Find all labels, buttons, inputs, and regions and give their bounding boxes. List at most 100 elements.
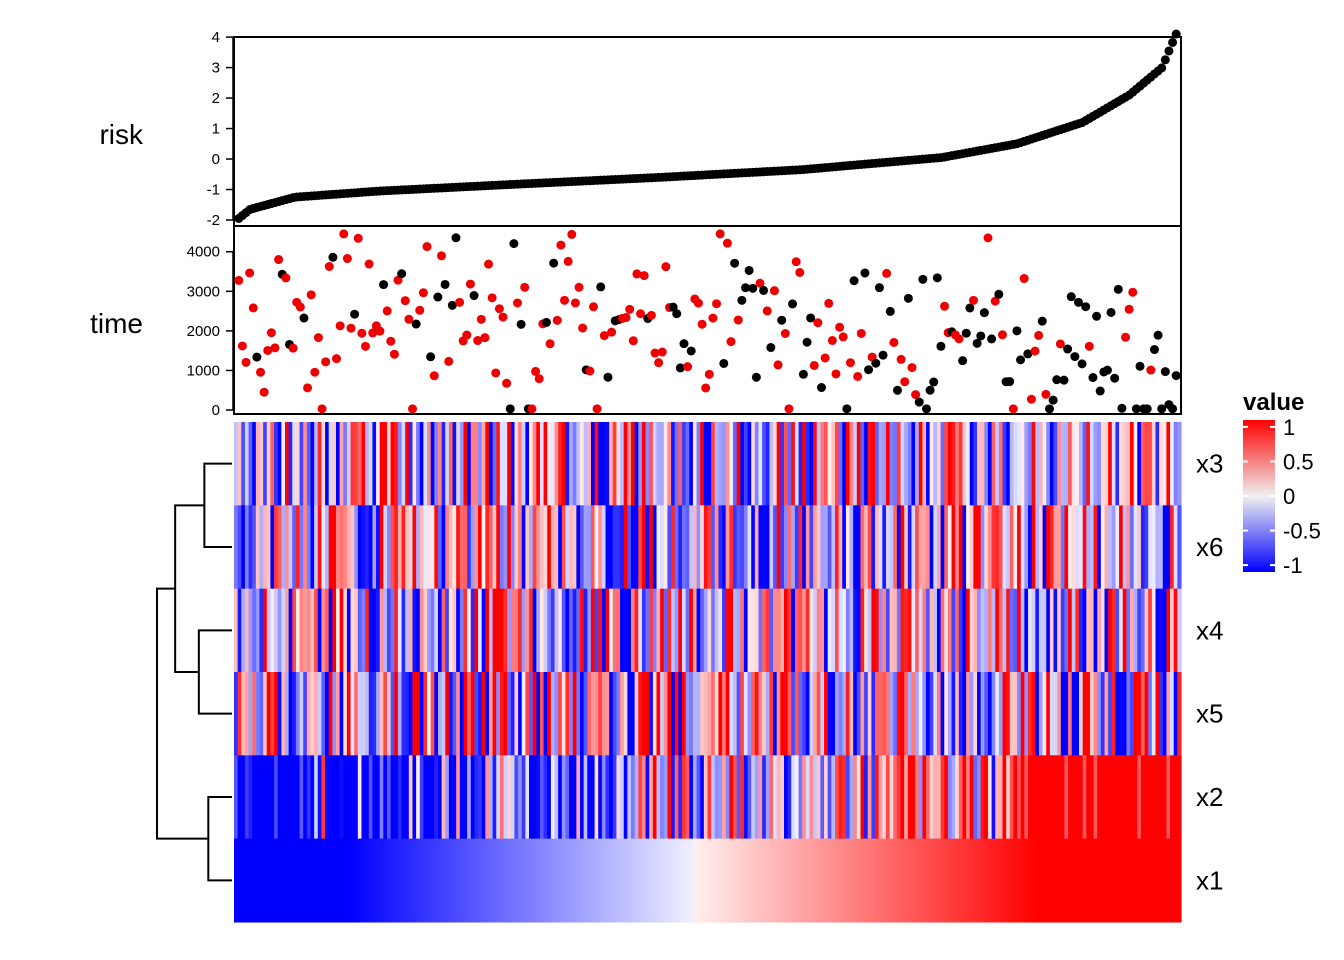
heatmap-cell: [1028, 588, 1033, 673]
heatmap-cell: [827, 755, 832, 840]
heatmap-cell: [379, 505, 384, 590]
heatmap-cell: [543, 755, 548, 840]
heatmap-cell: [682, 588, 687, 673]
heatmap-cell: [627, 672, 632, 756]
time-point-censored: [1092, 311, 1102, 321]
heatmap-cell: [1024, 588, 1029, 673]
time-point-event: [306, 290, 316, 300]
heatmap-cell: [991, 672, 996, 756]
heatmap-cell: [940, 755, 945, 840]
heatmap-cell: [346, 422, 352, 506]
heatmap-cell: [303, 588, 308, 673]
heatmap-cell: [656, 588, 661, 673]
heatmap-cell: [616, 755, 621, 840]
heatmap-cell: [674, 838, 679, 923]
time-point-censored: [447, 300, 457, 310]
heatmap-cell: [911, 838, 916, 923]
heatmap-cell: [773, 505, 778, 590]
heatmap-cell: [838, 588, 843, 673]
time-point-event: [531, 366, 541, 376]
heatmap-cell: [1155, 755, 1160, 840]
time-point-event: [484, 259, 494, 269]
heatmap-cell: [1031, 672, 1036, 756]
heatmap-cell: [1071, 672, 1076, 756]
heatmap-cell: [507, 755, 512, 840]
heatmap-cell: [609, 588, 614, 673]
heatmap-cell: [1031, 422, 1036, 506]
heatmap-cell: [587, 755, 592, 840]
heatmap-cell: [936, 755, 942, 840]
heatmap-cell: [492, 505, 497, 590]
heatmap-cell: [904, 755, 909, 840]
heatmap-cell: [1028, 505, 1033, 590]
time-point-event: [321, 357, 331, 367]
heatmap-cell: [1159, 672, 1164, 756]
heatmap-cell: [1017, 422, 1022, 506]
heatmap-cell: [849, 838, 854, 923]
heatmap-cell: [332, 422, 337, 506]
heatmap-cell: [1009, 505, 1015, 590]
heatmap-cell: [274, 422, 279, 506]
heatmap-cell: [580, 755, 585, 840]
time-point-censored: [679, 339, 689, 349]
heatmap-cell: [933, 588, 938, 673]
time-point-censored: [686, 346, 696, 356]
heatmap-cell: [824, 755, 829, 840]
heatmap-cell: [605, 588, 610, 673]
heatmap-cell: [864, 755, 869, 840]
heatmap-cell: [751, 838, 756, 923]
heatmap-cell: [1064, 588, 1069, 673]
heatmap-cell: [270, 505, 275, 590]
heatmap-cell: [583, 505, 588, 590]
heatmap-cell: [612, 588, 618, 673]
heatmap-cell: [947, 505, 953, 590]
time-point-event: [990, 296, 1000, 306]
heatmap-cell: [314, 838, 319, 923]
heatmap-cell: [824, 672, 829, 756]
heatmap-cell: [966, 588, 971, 673]
heatmap-cell: [241, 505, 246, 590]
heatmap-cell: [1122, 672, 1127, 756]
heatmap-cell: [547, 505, 552, 590]
time-point-event: [552, 315, 562, 325]
heatmap-cell: [980, 505, 985, 590]
heatmap-cell: [882, 505, 887, 590]
heatmap-cell: [1155, 588, 1160, 673]
heatmap-cell: [510, 672, 516, 756]
heatmap-cell: [1060, 505, 1066, 590]
heatmap-cell: [1089, 838, 1095, 923]
heatmap-cell: [583, 588, 588, 673]
heatmap-cell: [703, 422, 709, 506]
time-point-event: [628, 336, 638, 346]
heatmap-cell: [583, 755, 588, 840]
heatmap-cell: [995, 755, 1000, 840]
heatmap-cell: [601, 588, 607, 673]
dendrogram-branch: [174, 504, 205, 673]
heatmap-cell: [594, 672, 599, 756]
heatmap-cell: [1151, 672, 1157, 756]
heatmap-cell: [620, 505, 625, 590]
heatmap-cell: [536, 588, 541, 673]
heatmap-cell: [926, 838, 931, 923]
heatmap-cell: [266, 422, 272, 506]
heatmap-cell: [860, 672, 865, 756]
heatmap-cell: [467, 505, 472, 590]
heatmap-cell: [1111, 422, 1117, 506]
heatmap-cell: [386, 838, 392, 923]
heatmap-cell: [394, 588, 399, 673]
heatmap-cell: [259, 755, 264, 840]
heatmap-cell: [1038, 672, 1044, 756]
heatmap-cell: [856, 755, 862, 840]
heatmap-cell: [944, 838, 949, 923]
heatmap-cell: [660, 672, 665, 756]
heatmap-cell: [940, 505, 945, 590]
heatmap-cell: [1006, 672, 1011, 756]
time-point-event: [683, 362, 693, 372]
heatmap-cell: [1144, 505, 1149, 590]
heatmap-cell: [736, 755, 741, 840]
heatmap-cell: [252, 505, 257, 590]
heatmap-cell: [820, 588, 825, 673]
heatmap-cell: [580, 422, 585, 506]
heatmap-cell: [354, 672, 359, 756]
